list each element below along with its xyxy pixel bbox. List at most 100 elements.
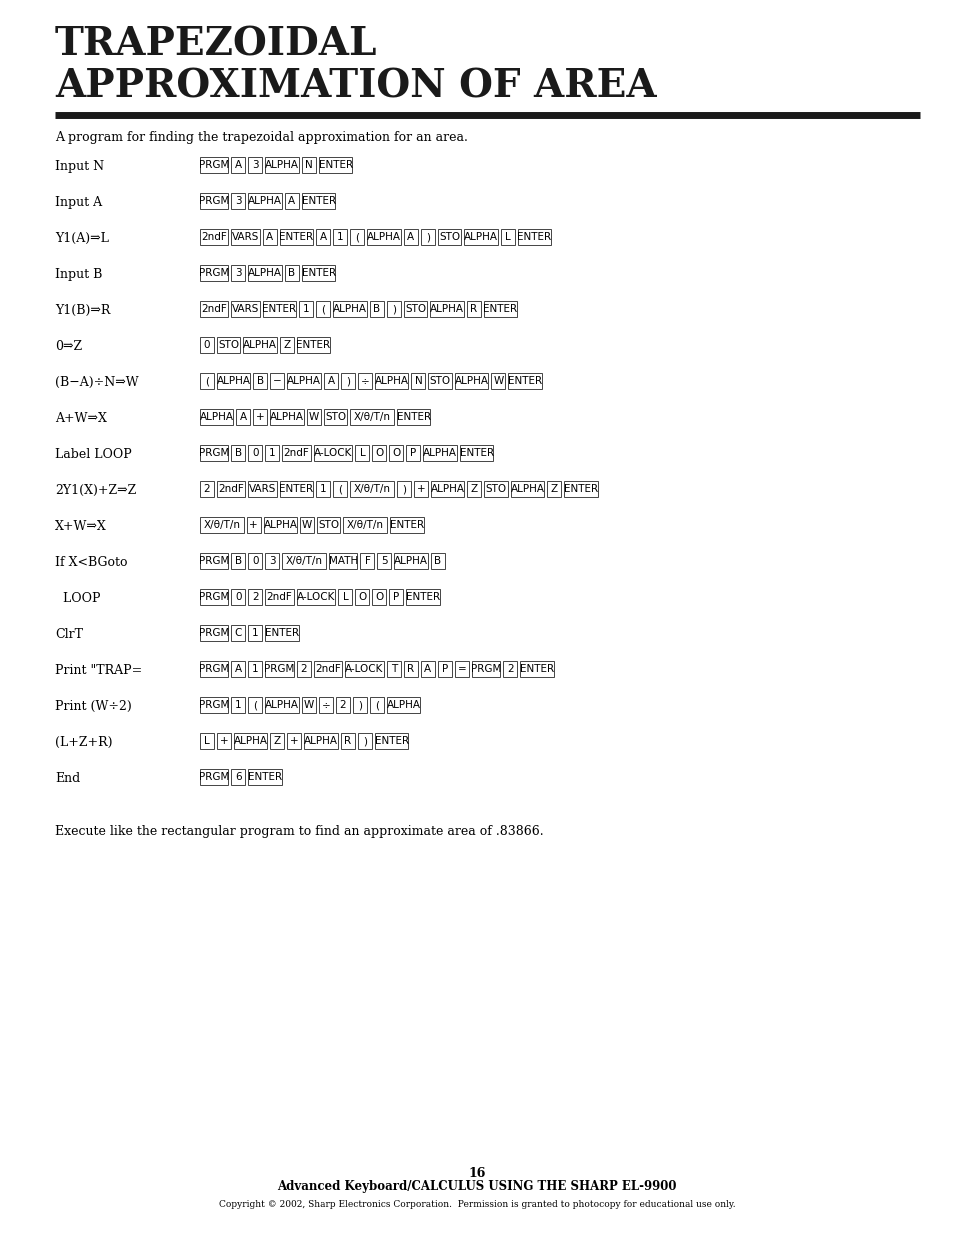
Text: PRGM: PRGM [199,629,229,638]
Text: ENTER: ENTER [265,629,299,638]
Text: ALPHA: ALPHA [431,484,464,494]
Text: Y1(A)⇒L: Y1(A)⇒L [55,232,109,245]
FancyBboxPatch shape [367,228,400,245]
Text: P: P [393,592,399,601]
FancyBboxPatch shape [372,589,386,605]
FancyBboxPatch shape [287,734,301,748]
FancyBboxPatch shape [200,589,228,605]
FancyBboxPatch shape [216,373,251,389]
Text: X/θ/T/n: X/θ/T/n [347,520,383,530]
Text: 0: 0 [252,448,258,458]
FancyBboxPatch shape [279,228,313,245]
Text: 2ndF: 2ndF [201,304,227,314]
Text: ALPHA: ALPHA [423,448,456,458]
FancyBboxPatch shape [301,697,315,713]
FancyBboxPatch shape [285,266,298,282]
Text: B: B [288,268,295,278]
Text: O: O [392,448,400,458]
FancyBboxPatch shape [248,589,262,605]
FancyBboxPatch shape [248,193,281,209]
Text: VARS: VARS [232,304,259,314]
Text: PRGM: PRGM [199,700,229,710]
Text: ENTER: ENTER [279,484,314,494]
Text: A: A [234,664,242,674]
FancyBboxPatch shape [389,589,403,605]
Text: N: N [415,375,422,387]
Text: 1: 1 [269,448,275,458]
Text: Label LOOP: Label LOOP [55,448,132,461]
Text: ENTER: ENTER [296,340,331,350]
Text: ENTER: ENTER [459,448,494,458]
FancyBboxPatch shape [318,157,352,173]
Text: Input A: Input A [55,196,102,209]
Text: ALPHA: ALPHA [265,161,299,170]
Text: ALPHA: ALPHA [265,700,299,710]
Text: A: A [327,375,335,387]
Text: End: End [55,772,80,785]
FancyBboxPatch shape [329,553,357,569]
Text: ALPHA: ALPHA [243,340,276,350]
Text: W: W [302,520,312,530]
Text: (: ( [375,700,378,710]
Text: X/θ/T/n: X/θ/T/n [354,412,390,422]
FancyBboxPatch shape [519,661,553,677]
FancyBboxPatch shape [243,337,276,353]
Text: L: L [359,448,365,458]
FancyBboxPatch shape [232,266,245,282]
FancyBboxPatch shape [285,193,298,209]
Text: R: R [407,664,414,674]
FancyBboxPatch shape [265,661,294,677]
Text: Y1(B)⇒R: Y1(B)⇒R [55,304,111,317]
FancyBboxPatch shape [396,480,411,496]
FancyBboxPatch shape [232,445,245,461]
Text: 2ndF: 2ndF [201,232,227,242]
Text: B: B [234,448,242,458]
FancyBboxPatch shape [377,553,391,569]
FancyBboxPatch shape [333,301,366,317]
FancyBboxPatch shape [420,661,435,677]
FancyBboxPatch shape [350,228,364,245]
Text: Copyright © 2002, Sharp Electronics Corporation.  Permission is granted to photo: Copyright © 2002, Sharp Electronics Corp… [218,1200,735,1209]
FancyBboxPatch shape [232,589,245,605]
Text: (B−A)÷N⇒W: (B−A)÷N⇒W [55,375,138,389]
Text: STO: STO [218,340,239,350]
FancyBboxPatch shape [265,589,294,605]
Text: STO: STO [429,375,450,387]
Text: ÷: ÷ [360,375,369,387]
Text: Print "TRAP=: Print "TRAP= [55,664,142,677]
Text: N: N [305,161,313,170]
Text: O: O [358,592,366,601]
FancyBboxPatch shape [333,480,347,496]
FancyBboxPatch shape [396,409,430,425]
Text: (: ( [321,304,325,314]
Text: VARS: VARS [249,484,276,494]
FancyBboxPatch shape [232,769,245,785]
Text: A-LOCK: A-LOCK [314,448,352,458]
Text: PRGM: PRGM [264,664,294,674]
FancyBboxPatch shape [316,301,330,317]
Text: 6: 6 [234,772,241,782]
Text: Execute like the rectangular program to find an approximate area of .83866.: Execute like the rectangular program to … [55,825,543,839]
FancyBboxPatch shape [431,480,464,496]
Text: (: ( [205,375,209,387]
Text: ALPHA: ALPHA [375,375,408,387]
FancyBboxPatch shape [314,445,352,461]
FancyBboxPatch shape [455,661,468,677]
Text: 2: 2 [204,484,210,494]
FancyBboxPatch shape [390,517,423,534]
FancyBboxPatch shape [248,480,276,496]
FancyBboxPatch shape [265,697,298,713]
Text: LOOP: LOOP [55,592,100,605]
FancyBboxPatch shape [510,480,544,496]
Text: W: W [309,412,319,422]
Text: Advanced Keyboard/CALCULUS USING THE SHARP EL-9900: Advanced Keyboard/CALCULUS USING THE SHA… [277,1179,676,1193]
Text: ALPHA: ALPHA [333,304,367,314]
Text: X/θ/T/n: X/θ/T/n [286,556,322,566]
Text: +: + [219,736,228,746]
Text: ALPHA: ALPHA [199,412,233,422]
FancyBboxPatch shape [406,589,439,605]
Text: 1: 1 [252,664,258,674]
Text: STO: STO [325,412,346,422]
Text: W: W [303,700,314,710]
FancyBboxPatch shape [483,301,517,317]
